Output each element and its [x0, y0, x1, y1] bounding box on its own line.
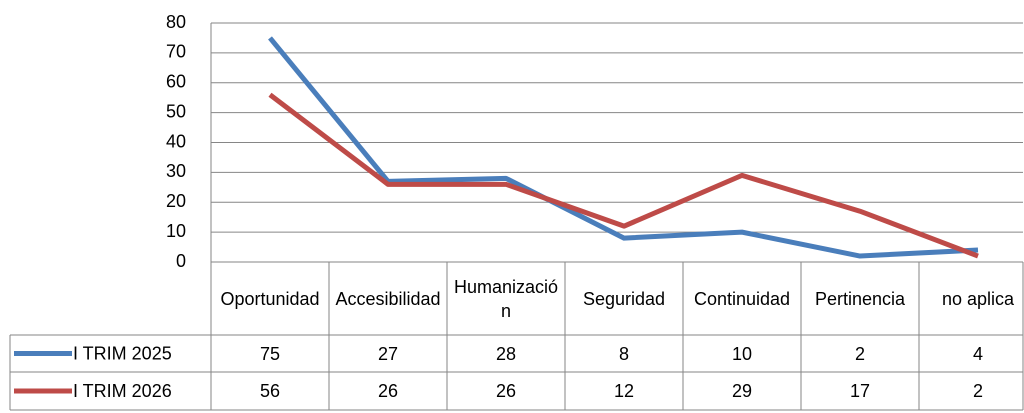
table-value: 2	[972, 381, 983, 401]
y-tick-label: 20	[166, 191, 186, 211]
x-tick-label: Humanización	[453, 276, 559, 321]
table-value: 2	[854, 343, 865, 364]
legend-label: I TRIM 2026	[73, 381, 172, 401]
y-tick-label: 40	[166, 131, 186, 151]
x-tick-label: Oportunidad	[220, 288, 320, 309]
y-tick-label: 80	[166, 12, 186, 32]
table-value: 28	[495, 343, 517, 364]
x-tick-label: Seguridad	[582, 288, 666, 309]
x-tick-label: Accesibilidad	[335, 288, 441, 309]
table-value: 8	[618, 343, 629, 364]
table-value: 75	[259, 343, 281, 364]
table-value: 26	[377, 381, 399, 401]
y-tick-label: 50	[166, 101, 186, 121]
y-tick-label: 0	[176, 251, 186, 271]
table-value: 10	[731, 343, 753, 364]
table-value: 26	[495, 381, 517, 401]
series-line	[268, 36, 979, 259]
series-line	[268, 92, 979, 259]
table-value: 12	[613, 381, 635, 401]
x-tick-label: Pertinencia	[814, 288, 906, 309]
table-value: 27	[377, 343, 399, 364]
legend-label: I TRIM 2025	[73, 343, 172, 363]
table-value: 4	[972, 343, 983, 364]
y-tick-label: 70	[166, 42, 186, 62]
x-tick-label: no aplica	[941, 288, 1015, 309]
x-tick-label: Continuidad	[693, 288, 791, 309]
table-value: 29	[731, 381, 753, 401]
y-tick-label: 30	[166, 161, 186, 181]
y-tick-label: 10	[166, 221, 186, 241]
y-tick-label: 60	[166, 72, 186, 92]
table-value: 56	[259, 381, 281, 401]
table-value: 17	[849, 381, 871, 401]
